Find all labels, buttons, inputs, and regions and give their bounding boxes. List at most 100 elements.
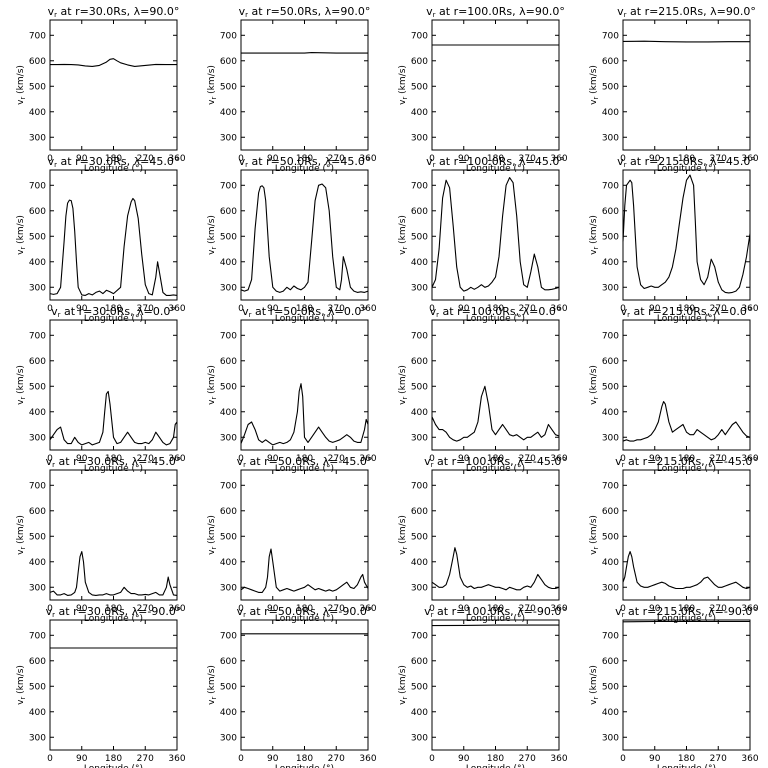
y-tick-label: 300 — [411, 133, 428, 143]
y-tick-label: 500 — [411, 532, 428, 542]
y-axis-label: vr (km/s) — [589, 665, 600, 705]
panel-title-text: at r=215.0Rs, λ=0.0° — [630, 305, 752, 318]
x-tick-label: 270 — [519, 754, 536, 764]
x-tick-label: 360 — [741, 304, 758, 314]
x-tick-label: 360 — [550, 604, 567, 614]
x-tick-label: 360 — [168, 154, 185, 164]
x-tick-label: 90 — [267, 154, 279, 164]
y-tick-label: 600 — [602, 507, 619, 517]
panel-title-subscript: r — [58, 311, 61, 319]
y-tick-label: 700 — [411, 631, 428, 641]
series-line — [241, 52, 368, 54]
x-tick-label: 180 — [296, 154, 313, 164]
x-tick-label: 0 — [238, 754, 244, 764]
y-tick-label: 500 — [411, 232, 428, 242]
panel-title: vr at r=215.0Rs, λ=45.0° — [617, 155, 756, 169]
plot-frame — [49, 19, 178, 151]
y-axis-label-subscript: r — [19, 247, 27, 250]
y-axis-label-symbol: v — [589, 399, 599, 405]
plot-frame — [431, 619, 560, 751]
y-tick-label: 700 — [602, 331, 619, 341]
panel-title: vr at r=30.0Rs, λ=-90.0° — [46, 605, 182, 619]
y-axis-label-symbol: v — [589, 699, 599, 705]
y-tick-label: 300 — [602, 583, 619, 593]
panel-title-text: at r=100.0Rs, λ=90.0° — [436, 5, 565, 18]
y-tick-label: 700 — [411, 331, 428, 341]
y-tick-label: 500 — [602, 232, 619, 242]
y-tick-label: 300 — [220, 283, 237, 293]
y-axis-label-symbol: v — [16, 699, 26, 705]
y-tick-label: 400 — [220, 408, 237, 418]
y-tick-label: 300 — [602, 733, 619, 743]
x-tick-label: 270 — [519, 604, 536, 614]
y-axis-label-units: (km/s) — [589, 65, 599, 97]
panel-title-symbol: v — [46, 605, 53, 618]
x-tick-label: 270 — [137, 454, 154, 464]
x-tick-label: 90 — [649, 754, 661, 764]
y-tick-label: 300 — [411, 583, 428, 593]
y-tick-label: 300 — [29, 583, 46, 593]
y-axis-label: vr (km/s) — [207, 65, 218, 105]
x-tick-label: 0 — [47, 754, 53, 764]
panel-title-text: at r=100.0Rs, λ=45.0° — [436, 155, 565, 168]
panel: vr at r=100.0Rs, λ=-45.0°0 90 180 270 360300… — [398, 455, 568, 624]
x-tick-label: 180 — [296, 754, 313, 764]
x-tick-label: 0 — [238, 304, 244, 314]
x-tick-label: 0 — [429, 454, 435, 464]
y-axis-label: vr (km/s) — [207, 665, 218, 705]
y-tick-label: 500 — [220, 682, 237, 692]
x-axis-label: Longitude (°) — [275, 764, 334, 768]
x-tick-label: 180 — [487, 304, 504, 314]
panel-title: vr at r=215.0Rs, λ=-45.0° — [615, 455, 758, 469]
panel: vr at r=100.0Rs, λ=-90.0°0 90 180 270 360300… — [398, 605, 568, 768]
y-tick-label: 300 — [220, 583, 237, 593]
y-axis-label-symbol: v — [398, 249, 408, 255]
x-tick-label: 180 — [105, 754, 122, 764]
y-axis-label: vr (km/s) — [398, 515, 409, 555]
x-axis-label: Longitude (°) — [275, 164, 334, 174]
x-tick-label: 360 — [359, 304, 376, 314]
x-axis-label: Longitude (°) — [84, 314, 143, 324]
x-tick-label: 270 — [710, 754, 727, 764]
x-axis-label: Longitude (°) — [466, 314, 525, 324]
series-line — [622, 401, 751, 442]
x-tick-label: 0 — [47, 304, 53, 314]
series-line — [431, 547, 560, 591]
x-axis-label: Longitude (°) — [466, 164, 525, 174]
x-tick-label: 0 — [620, 304, 626, 314]
y-tick-label: 700 — [29, 31, 46, 41]
panel-title-text: at r=50.0Rs, λ=0.0° — [252, 305, 367, 318]
x-axis-label: Longitude (°) — [84, 764, 143, 768]
x-tick-label: 90 — [458, 454, 470, 464]
y-tick-label: 400 — [29, 558, 46, 568]
y-tick-label: 400 — [220, 708, 237, 718]
y-tick-label: 400 — [29, 408, 46, 418]
panel: vr at r=50.0Rs, λ=-90.0°0 90 180 270 3603004… — [207, 605, 377, 768]
y-tick-label: 600 — [220, 507, 237, 517]
y-tick-label: 700 — [411, 181, 428, 191]
y-axis-label-symbol: v — [398, 699, 408, 705]
x-axis-label: Longitude (°) — [657, 314, 716, 324]
x-axis-label: Longitude (°) — [466, 764, 525, 768]
x-tick-label: 90 — [76, 604, 88, 614]
y-axis-label-subscript: r — [19, 697, 27, 700]
y-tick-label: 400 — [29, 108, 46, 118]
x-axis-label: Longitude (°) — [657, 164, 716, 174]
panel-title-text: at r=50.0Rs, λ=45.0° — [248, 155, 370, 168]
x-tick-label: 360 — [550, 154, 567, 164]
x-tick-label: 180 — [487, 154, 504, 164]
x-axis-label: Longitude (°) — [275, 314, 334, 324]
panel-title-subscript: r — [431, 611, 434, 619]
y-tick-label: 600 — [29, 357, 46, 367]
y-tick-label: 600 — [220, 657, 237, 667]
plot-frame — [431, 469, 560, 601]
panel-title-symbol: v — [46, 455, 53, 468]
y-axis-label: vr (km/s) — [589, 65, 600, 105]
x-tick-label: 360 — [168, 304, 185, 314]
y-tick-label: 400 — [602, 108, 619, 118]
y-tick-label: 700 — [29, 481, 46, 491]
y-axis-label: vr (km/s) — [589, 215, 600, 255]
y-tick-label: 400 — [220, 108, 237, 118]
panel-title-subscript: r — [54, 11, 57, 19]
